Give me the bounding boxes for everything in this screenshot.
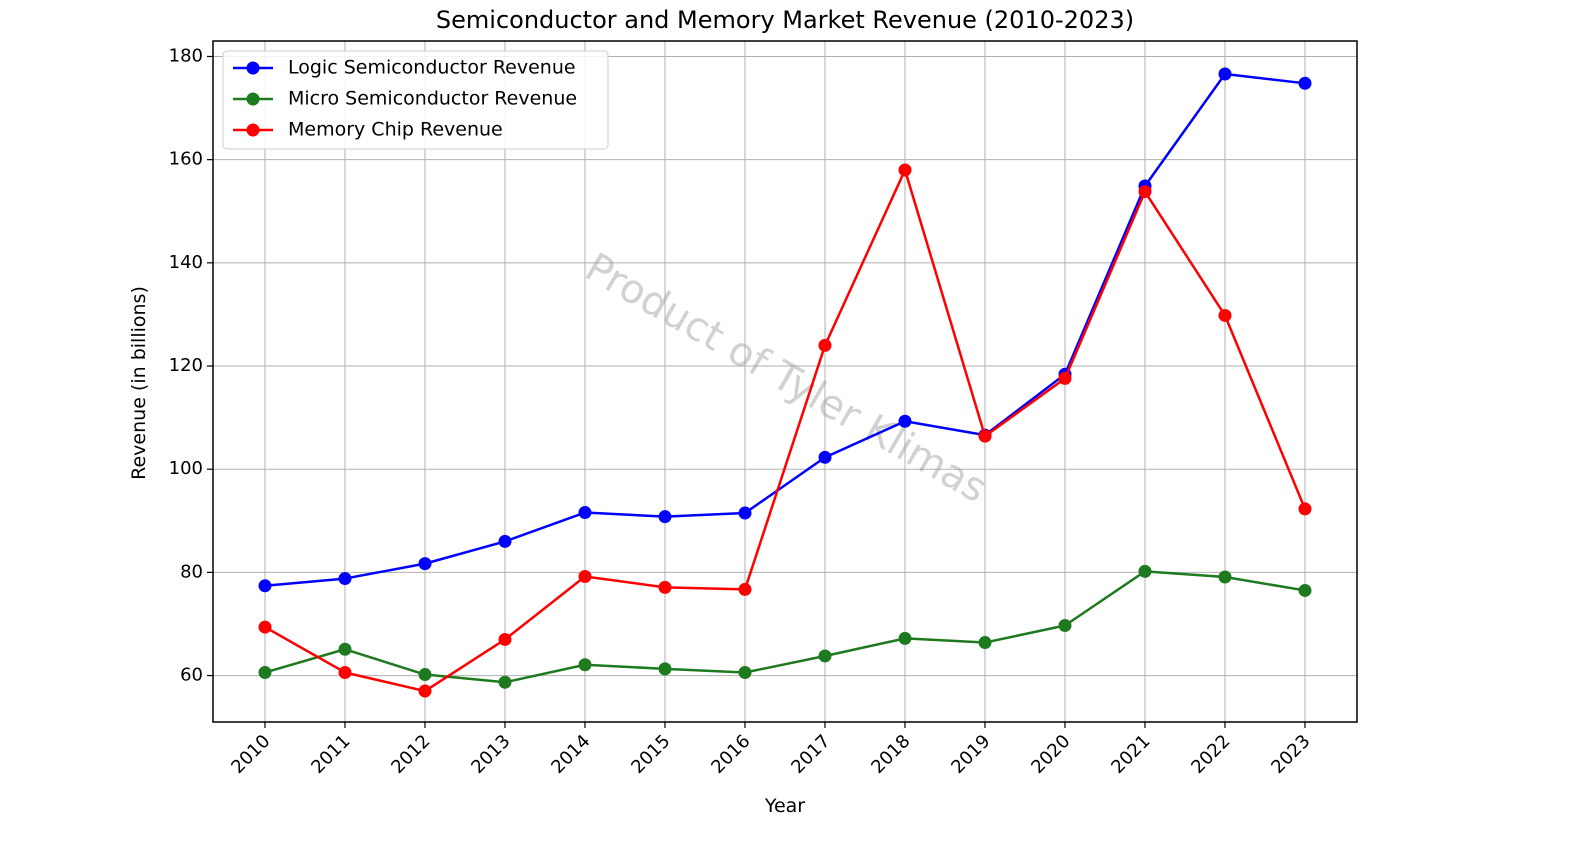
y-tick-label: 160	[169, 149, 203, 170]
y-tick-label: 60	[180, 665, 203, 686]
y-axis-label: Revenue (in billions)	[128, 286, 150, 480]
data-point	[978, 429, 992, 443]
data-point	[338, 665, 352, 679]
data-point	[578, 506, 592, 520]
data-point	[258, 665, 272, 679]
data-point	[258, 620, 272, 634]
data-point	[658, 510, 672, 524]
legend-entry-label: Logic Semiconductor Revenue	[288, 57, 576, 79]
data-point	[658, 580, 672, 594]
data-point	[898, 631, 912, 645]
y-tick-label: 80	[180, 561, 203, 582]
x-tick-label: 2021	[1107, 731, 1154, 778]
data-point	[1218, 570, 1232, 584]
data-point	[738, 665, 752, 679]
data-point	[1138, 564, 1152, 578]
legend-entry-label: Memory Chip Revenue	[288, 119, 503, 141]
data-point	[498, 632, 512, 646]
data-point	[1058, 371, 1072, 385]
x-tick-label: 2015	[627, 731, 674, 778]
x-tick-label: 2020	[1027, 731, 1074, 778]
x-axis-label: Year	[764, 795, 805, 817]
legend-swatch-marker	[246, 123, 260, 137]
chart-title: Semiconductor and Memory Market Revenue …	[436, 6, 1134, 34]
data-point	[418, 684, 432, 698]
data-point	[578, 570, 592, 584]
data-point	[1058, 619, 1072, 633]
data-point	[898, 414, 912, 428]
x-tick-label: 2022	[1187, 731, 1234, 778]
x-tick-label: 2012	[387, 731, 434, 778]
series-line	[264, 570, 1306, 684]
data-point	[338, 642, 352, 656]
data-point	[1218, 308, 1232, 322]
data-point	[578, 658, 592, 672]
data-point	[338, 572, 352, 586]
series-line	[264, 72, 1306, 588]
data-point	[498, 534, 512, 548]
legend: Logic Semiconductor Revenue Micro Semicon…	[222, 50, 609, 150]
data-point	[418, 668, 432, 682]
data-point	[738, 582, 752, 596]
y-tick-label: 100	[169, 458, 203, 479]
data-point	[658, 662, 672, 676]
x-tick-label: 2016	[707, 731, 754, 778]
data-point	[498, 675, 512, 689]
legend-swatch-marker	[246, 61, 260, 75]
watermark: Product of Tyler Klimas	[577, 245, 994, 513]
legend-box	[222, 50, 609, 150]
x-tick-label: 2011	[307, 731, 354, 778]
data-point	[1218, 67, 1232, 81]
data-point	[898, 163, 912, 177]
data-point	[1298, 76, 1312, 90]
data-point	[418, 557, 432, 571]
series-line	[264, 168, 1307, 693]
x-tick-label: 2010	[227, 731, 274, 778]
data-point	[818, 450, 832, 464]
plot-frame	[212, 40, 1358, 723]
legend-swatch-marker	[246, 92, 260, 106]
data-point	[818, 649, 832, 663]
data-point	[978, 636, 992, 650]
x-tick-label: 2013	[467, 731, 514, 778]
data-point	[818, 338, 832, 352]
x-tick-label: 2017	[787, 731, 834, 778]
x-tick-label: 2023	[1267, 731, 1314, 778]
y-tick-label: 120	[169, 355, 203, 376]
y-tick-label: 180	[169, 45, 203, 66]
series-lines	[258, 67, 1312, 698]
data-point	[258, 579, 272, 593]
x-tick-label: 2014	[547, 731, 594, 778]
y-tick-label: 140	[169, 252, 203, 273]
x-tick-label: 2019	[947, 731, 994, 778]
data-point	[1298, 583, 1312, 597]
data-point	[1138, 185, 1152, 199]
legend-entry-label: Micro Semiconductor Revenue	[288, 88, 577, 110]
data-point	[738, 506, 752, 520]
x-tick-label: 2018	[867, 731, 914, 778]
data-point	[1298, 502, 1312, 516]
